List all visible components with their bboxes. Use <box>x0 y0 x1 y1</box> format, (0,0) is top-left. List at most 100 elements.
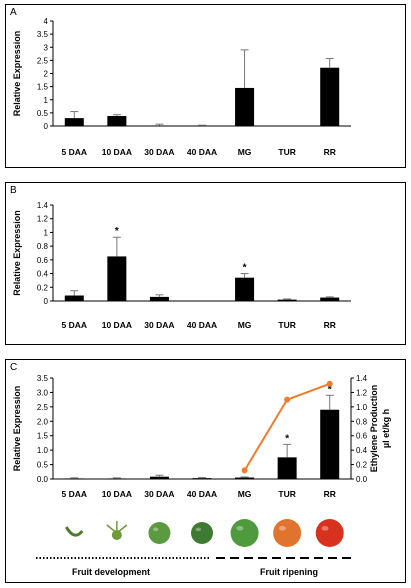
panel-c: C 0.0 0.5 1.0 1.5 2.0 2.5 3.0 3.5 Relative Expre… <box>5 359 406 583</box>
y-tick-label: 1 <box>44 228 49 237</box>
y-tick-label: 0.2 <box>37 283 49 292</box>
significance-marker: * <box>243 263 247 274</box>
y2-axis-label-unit: µl et/kg h <box>381 409 391 448</box>
y-tick-label: 3.0 <box>37 388 49 397</box>
x-category-label: 30 DAA <box>144 489 174 499</box>
fruit-icon <box>148 522 171 544</box>
fruit-icon <box>191 522 213 544</box>
x-category-label: MG <box>238 320 252 330</box>
y-tick-label: 3.5 <box>37 374 49 383</box>
chart-c: 0.0 0.5 1.0 1.5 2.0 2.5 3.0 3.5 Relative Express… <box>12 374 391 577</box>
significance-marker: * <box>285 433 289 444</box>
y2-tick-label: 1.0 <box>356 403 368 412</box>
y-tick-label: 1.5 <box>37 83 49 92</box>
ethylene-point <box>284 396 291 403</box>
bar <box>320 409 340 479</box>
y2-tick-label: 0.8 <box>356 417 368 426</box>
panel-a: A 0 0.5 1 1.5 2 2.5 3 3.5 4 Relative Expression 5 … <box>5 4 406 168</box>
bar <box>320 67 340 126</box>
y-tick-label: 0.4 <box>37 270 49 279</box>
bar <box>64 295 84 301</box>
y-tick-label: 2.0 <box>37 417 49 426</box>
x-category-label: RR <box>324 147 336 157</box>
y-tick-label: 1.0 <box>37 446 49 455</box>
y2-tick-label: 0.6 <box>356 432 368 441</box>
y-tick-label: 3 <box>44 43 49 52</box>
y-tick-label: 1.2 <box>37 215 49 224</box>
fruit-icon <box>230 519 259 547</box>
y-tick-label: 0.6 <box>37 256 49 265</box>
x-category-label: 10 DAA <box>102 320 132 330</box>
chart-a: 0 0.5 1 1.5 2 2.5 3 3.5 4 Relative Expression 5 DA… <box>12 17 351 157</box>
y-tick-label: 2 <box>44 70 49 79</box>
y-tick-label: 0 <box>44 297 49 306</box>
bar <box>277 457 297 479</box>
y-tick-label: 0.5 <box>37 109 49 118</box>
y-tick-label: 0.0 <box>37 475 49 484</box>
bar <box>149 476 169 479</box>
y2-tick-label: 1.2 <box>356 388 368 397</box>
x-category-label: RR <box>324 489 336 499</box>
bar <box>277 299 297 301</box>
y-tick-label: 0.5 <box>37 461 49 470</box>
bar <box>320 297 340 301</box>
fruit-icon <box>64 526 84 537</box>
y-tick-label: 1 <box>44 96 49 105</box>
bar <box>235 477 255 479</box>
x-category-label: TUR <box>278 147 295 157</box>
x-category-label: MG <box>238 147 252 157</box>
y-tick-label: 2.5 <box>37 403 49 412</box>
y-tick-label: 0 <box>44 122 49 131</box>
x-category-label: TUR <box>278 320 295 330</box>
x-category-label: RR <box>324 320 336 330</box>
bar <box>149 296 169 301</box>
y-tick-label: 0.8 <box>37 242 49 251</box>
y2-tick-label: 1.4 <box>356 374 368 383</box>
x-category-label: 10 DAA <box>102 147 132 157</box>
x-category-label: 5 DAA <box>62 320 88 330</box>
y-tick-label: 3.5 <box>37 30 49 39</box>
y2-tick-label: 0.0 <box>356 475 368 484</box>
panel-letter-a: A <box>10 7 17 18</box>
y-axis-label: Relative Expression <box>12 31 22 117</box>
y2-tick-label: 0.2 <box>356 461 368 470</box>
bar <box>64 118 84 126</box>
fruit-highlight <box>321 526 329 531</box>
bar <box>107 478 127 479</box>
development-label: Fruit development <box>72 567 150 577</box>
x-category-label: 5 DAA <box>62 489 88 499</box>
fruit-icon <box>111 530 122 540</box>
bar <box>107 116 127 126</box>
significance-marker: * <box>115 226 119 237</box>
fruit-icon <box>315 519 344 547</box>
bar <box>64 478 84 479</box>
panel-letter-c: C <box>10 362 18 373</box>
panel-letter-b: B <box>10 185 17 196</box>
x-category-label: 30 DAA <box>144 320 174 330</box>
y-tick-label: 1.4 <box>37 201 49 210</box>
ethylene-point <box>241 467 248 474</box>
bar <box>149 125 169 126</box>
significance-marker: * <box>328 384 332 395</box>
y-axis-label: Relative Expression <box>12 210 22 296</box>
x-category-label: TUR <box>278 489 295 499</box>
chart-b: 0 0.2 0.4 0.6 0.8 1 1.2 1.4 Relative Expression 5… <box>12 201 351 330</box>
y-tick-label: 2.5 <box>37 56 49 65</box>
y-tick-label: 4 <box>44 17 49 26</box>
fruit-highlight <box>153 527 159 532</box>
x-category-label: MG <box>238 489 252 499</box>
panel-b: B 0 0.2 0.4 0.6 0.8 1 1.2 1.4 Relative Expressio… <box>5 182 406 345</box>
ripening-label: Fruit ripening <box>260 567 318 577</box>
x-category-label: 40 DAA <box>187 147 217 157</box>
y-tick-label: 1.5 <box>37 432 49 441</box>
y-axis-label: Relative Expression <box>12 386 22 472</box>
x-category-label: 30 DAA <box>144 147 174 157</box>
bar <box>107 256 127 301</box>
x-category-label: 10 DAA <box>102 489 132 499</box>
fruit-icon <box>273 519 302 547</box>
fruit-highlight <box>236 526 244 531</box>
x-category-label: 5 DAA <box>62 147 88 157</box>
bar <box>235 87 255 126</box>
y2-axis-label: Ethylene Production <box>369 385 379 473</box>
x-category-label: 40 DAA <box>187 320 217 330</box>
